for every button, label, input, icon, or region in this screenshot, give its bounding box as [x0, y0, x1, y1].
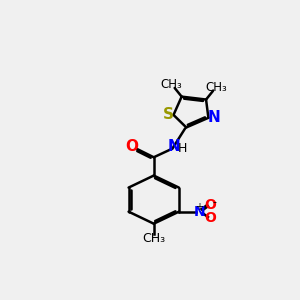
Text: H: H [178, 142, 188, 155]
Text: CH₃: CH₃ [206, 80, 227, 94]
Text: CH₃: CH₃ [142, 232, 165, 244]
Text: +: + [195, 202, 203, 212]
Text: O: O [204, 212, 216, 225]
Text: N: N [194, 205, 206, 219]
Text: N: N [167, 139, 180, 154]
Text: CH₃: CH₃ [160, 78, 182, 91]
Text: O: O [204, 198, 216, 212]
Text: O: O [126, 139, 139, 154]
Text: S: S [164, 107, 174, 122]
Text: -: - [212, 197, 216, 207]
Text: N: N [207, 110, 220, 125]
